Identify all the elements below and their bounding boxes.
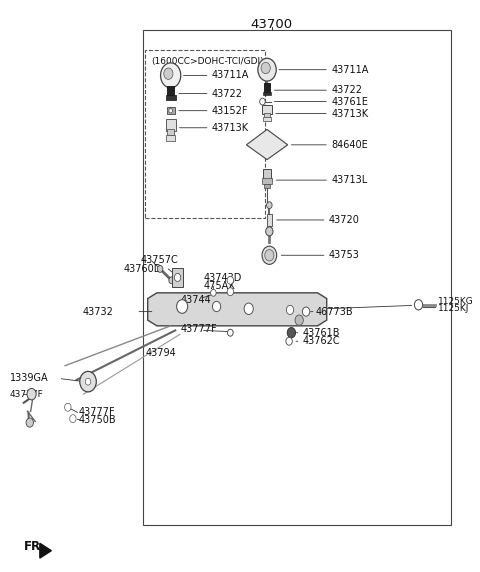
Bar: [264, 169, 271, 180]
Bar: [167, 108, 175, 114]
Bar: [262, 178, 272, 184]
Circle shape: [70, 415, 76, 423]
Text: 43757C: 43757C: [141, 255, 179, 265]
Text: 43722: 43722: [212, 89, 243, 98]
Circle shape: [262, 246, 276, 264]
Text: 43761B: 43761B: [303, 328, 340, 337]
Circle shape: [266, 227, 273, 236]
Text: 43777F: 43777F: [79, 407, 116, 418]
Circle shape: [169, 277, 174, 284]
Text: 43711A: 43711A: [212, 70, 249, 81]
Circle shape: [244, 303, 253, 315]
Bar: [264, 84, 270, 94]
Bar: [168, 129, 174, 135]
Text: 43713L: 43713L: [331, 175, 368, 185]
Text: 43700: 43700: [251, 18, 293, 31]
Circle shape: [174, 273, 181, 281]
Circle shape: [169, 109, 172, 113]
Text: 43732: 43732: [83, 307, 113, 317]
Bar: [143, 30, 451, 525]
Circle shape: [266, 202, 272, 209]
Text: 43722: 43722: [331, 85, 362, 95]
Circle shape: [164, 68, 173, 80]
Text: 43711A: 43711A: [331, 65, 369, 75]
Bar: [263, 92, 271, 96]
Circle shape: [260, 98, 265, 105]
Bar: [264, 184, 270, 188]
Circle shape: [287, 328, 296, 338]
Circle shape: [228, 329, 233, 336]
Circle shape: [258, 58, 276, 81]
Circle shape: [27, 388, 36, 400]
Text: 475AX: 475AX: [204, 281, 236, 291]
Bar: [172, 268, 183, 287]
Text: 43777F: 43777F: [181, 324, 217, 333]
Circle shape: [80, 371, 96, 392]
Circle shape: [213, 301, 221, 312]
Text: 43761E: 43761E: [331, 97, 368, 106]
Bar: [166, 135, 175, 141]
Text: 1125KG: 1125KG: [438, 297, 474, 307]
Bar: [166, 96, 176, 100]
Text: 1125KJ: 1125KJ: [438, 304, 469, 313]
Text: FR.: FR.: [24, 539, 46, 553]
Circle shape: [287, 305, 294, 315]
Text: 46773B: 46773B: [315, 307, 353, 317]
Bar: [263, 105, 272, 114]
Text: 43750B: 43750B: [79, 415, 117, 426]
Polygon shape: [40, 543, 51, 558]
Text: 43720: 43720: [329, 215, 360, 225]
Circle shape: [177, 300, 188, 313]
Bar: [167, 86, 174, 99]
Circle shape: [211, 289, 216, 296]
Circle shape: [161, 63, 181, 88]
Circle shape: [228, 329, 233, 336]
Text: 43713K: 43713K: [212, 123, 249, 133]
Polygon shape: [246, 129, 288, 160]
Bar: [264, 113, 270, 117]
Circle shape: [227, 276, 234, 284]
Text: 43777F: 43777F: [10, 390, 44, 399]
Circle shape: [85, 378, 91, 385]
Circle shape: [26, 418, 34, 427]
Polygon shape: [148, 293, 327, 326]
Circle shape: [65, 403, 71, 411]
Circle shape: [286, 337, 292, 345]
Circle shape: [157, 265, 163, 272]
Text: 43152F: 43152F: [212, 106, 249, 116]
Circle shape: [227, 288, 234, 296]
Text: 43713K: 43713K: [331, 109, 369, 118]
Bar: [166, 119, 176, 130]
Bar: [263, 117, 271, 121]
Text: 43744: 43744: [181, 295, 212, 305]
Circle shape: [302, 307, 310, 316]
Text: 1339GA: 1339GA: [10, 373, 48, 383]
Bar: [145, 50, 265, 218]
Bar: [267, 214, 272, 226]
Circle shape: [414, 300, 423, 310]
Text: (1600CC>DOHC-TCI/GDI): (1600CC>DOHC-TCI/GDI): [151, 57, 264, 66]
Text: 43743D: 43743D: [204, 273, 242, 283]
Circle shape: [265, 249, 274, 261]
Text: 43760D: 43760D: [123, 264, 161, 274]
Circle shape: [295, 315, 303, 325]
Text: 43794: 43794: [145, 348, 176, 358]
Text: 84640E: 84640E: [331, 140, 368, 150]
Text: 43762C: 43762C: [303, 336, 340, 346]
Circle shape: [261, 62, 270, 74]
Text: 43753: 43753: [329, 251, 360, 260]
